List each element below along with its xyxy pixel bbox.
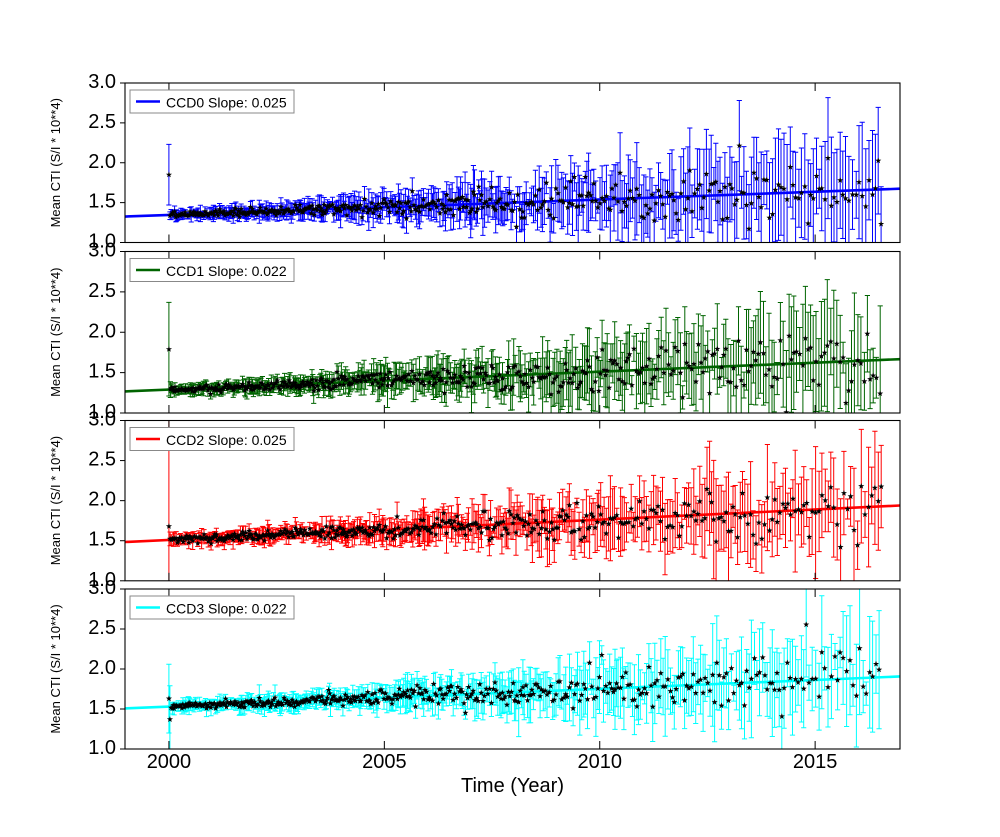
svg-text:1.5: 1.5 [88, 529, 116, 551]
svg-text:2.5: 2.5 [88, 111, 116, 133]
svg-text:Time (Year): Time (Year) [461, 775, 564, 797]
svg-text:2.0: 2.0 [88, 320, 116, 342]
svg-text:2.5: 2.5 [88, 617, 116, 639]
svg-text:Mean CTI (S/I * 10**4): Mean CTI (S/I * 10**4) [48, 604, 63, 733]
svg-text:3.0: 3.0 [88, 577, 116, 599]
svg-text:2000: 2000 [147, 751, 192, 773]
svg-text:3.0: 3.0 [88, 240, 116, 262]
svg-text:2.5: 2.5 [88, 280, 116, 302]
svg-text:Mean CTI (S/I * 10**4): Mean CTI (S/I * 10**4) [48, 98, 63, 227]
svg-text:CCD3 Slope: 0.022: CCD3 Slope: 0.022 [166, 601, 287, 617]
svg-text:2.0: 2.0 [88, 489, 116, 511]
svg-text:2.0: 2.0 [88, 657, 116, 679]
svg-text:2015: 2015 [793, 751, 838, 773]
svg-text:2010: 2010 [577, 751, 622, 773]
svg-text:2.0: 2.0 [88, 151, 116, 173]
svg-text:1.5: 1.5 [88, 361, 116, 383]
svg-text:Mean CTI (S/I * 10**4): Mean CTI (S/I * 10**4) [48, 268, 63, 397]
svg-text:2005: 2005 [362, 751, 407, 773]
svg-text:CCD2 Slope: 0.025: CCD2 Slope: 0.025 [166, 432, 287, 448]
svg-text:3.0: 3.0 [88, 71, 116, 93]
svg-text:2.5: 2.5 [88, 449, 116, 471]
svg-text:CCD1 Slope: 0.022: CCD1 Slope: 0.022 [166, 263, 287, 279]
svg-text:Mean CTI (S/I * 10**4): Mean CTI (S/I * 10**4) [48, 436, 63, 565]
svg-text:3.0: 3.0 [88, 409, 116, 431]
svg-text:CCD0 Slope: 0.025: CCD0 Slope: 0.025 [166, 95, 287, 111]
svg-text:1.5: 1.5 [88, 697, 116, 719]
svg-text:1.0: 1.0 [88, 737, 116, 759]
svg-text:1.5: 1.5 [88, 191, 116, 213]
